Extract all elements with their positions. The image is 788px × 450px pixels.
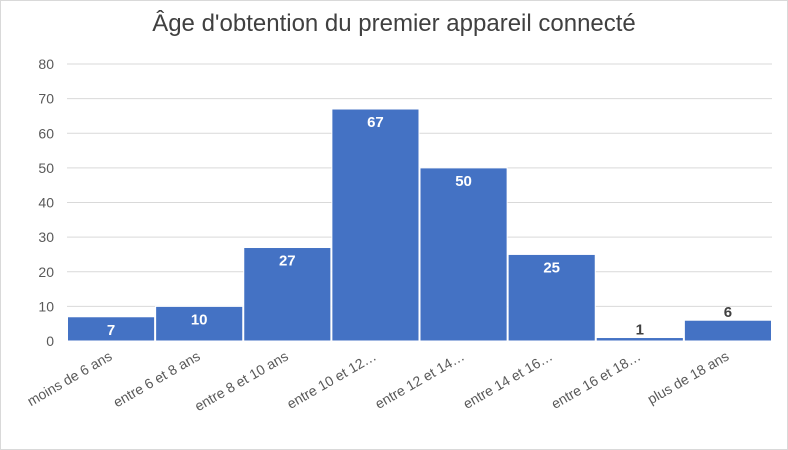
x-tick-label: entre 14 et 16…: [460, 348, 555, 412]
y-axis-ticks: 0 10 20 30 40 50 60 70 80: [38, 56, 54, 349]
y-tick-label: 30: [38, 229, 54, 245]
bar: [155, 305, 244, 342]
data-label: 67: [367, 114, 384, 131]
x-tick-label: entre 8 et 10 ans: [192, 348, 291, 414]
x-tick-label: entre 6 et 8 ans: [110, 348, 202, 411]
data-label: 1: [636, 322, 644, 339]
bar: [419, 167, 508, 342]
x-tick-label: entre 16 et 18…: [548, 348, 643, 412]
x-tick-label: entre 10 et 12…: [284, 348, 379, 412]
y-tick-label: 40: [38, 195, 54, 211]
bar: [595, 337, 684, 342]
y-tick-label: 60: [38, 125, 54, 141]
y-tick-label: 80: [38, 56, 54, 72]
bar: [243, 247, 332, 342]
bar: [331, 108, 420, 342]
y-tick-label: 20: [38, 264, 54, 280]
y-tick-label: 10: [38, 298, 54, 314]
bar: [507, 253, 596, 342]
y-tick-label: 0: [46, 333, 54, 349]
data-label: 25: [543, 259, 560, 276]
data-label: 6: [724, 304, 732, 321]
data-labels: 7 10 27 67 50 25 1 6: [107, 114, 732, 339]
y-tick-label: 70: [38, 91, 54, 107]
bar: [67, 316, 156, 342]
data-label: 10: [191, 311, 208, 328]
data-label: 50: [455, 173, 472, 190]
data-label: 27: [279, 253, 296, 270]
y-tick-label: 50: [38, 160, 54, 176]
x-tick-label: entre 12 et 14…: [372, 348, 467, 412]
bar: [683, 319, 772, 342]
chart-title: Âge d'obtention du premier appareil conn…: [152, 10, 636, 37]
data-label: 7: [107, 322, 115, 339]
bars: [67, 108, 772, 342]
x-tick-label: moins de 6 ans: [24, 348, 114, 409]
x-tick-label: plus de 18 ans: [645, 348, 732, 407]
